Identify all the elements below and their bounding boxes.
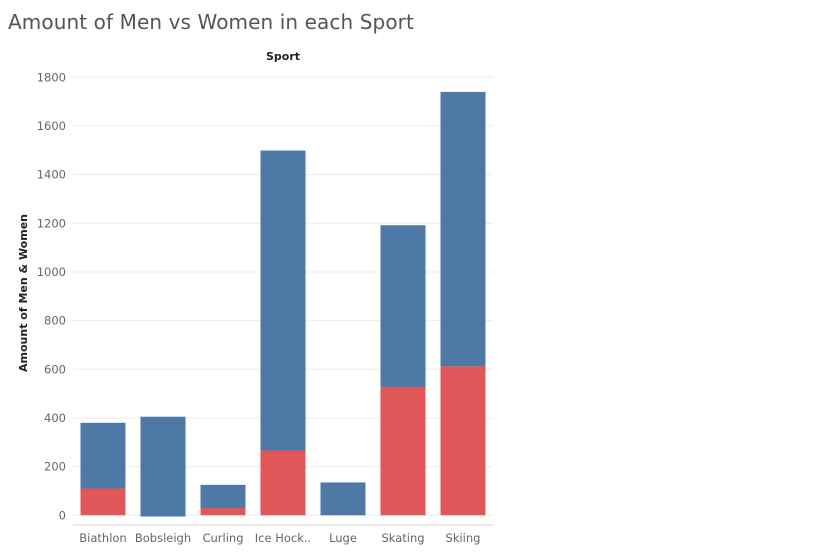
y-tick-label: 1800: [37, 70, 66, 84]
y-tick-label: 400: [44, 411, 66, 425]
bar-segment: [200, 507, 246, 516]
x-tick-label: Skating: [381, 531, 424, 545]
bar-segment: [380, 387, 426, 516]
y-tick-label: 1200: [37, 216, 66, 230]
bar-segment: [440, 91, 486, 367]
y-axis-ticks: 0 200 400 600 800 1000 1200 1400 1600 1800: [37, 70, 66, 522]
y-tick-label: 600: [44, 362, 66, 376]
bar-segment: [140, 416, 186, 517]
bar-segment: [260, 150, 306, 451]
x-tick-label: Skiing: [446, 531, 481, 545]
bar-segment: [80, 422, 126, 489]
y-tick-label: 200: [44, 460, 66, 474]
x-tick-label: Curling: [202, 531, 243, 545]
bar-segment: [380, 225, 426, 388]
x-tick-label: Luge: [329, 531, 357, 545]
y-tick-label: 1000: [37, 265, 66, 279]
x-tick-label: Bobsleigh: [135, 531, 191, 545]
bars: [80, 91, 486, 517]
bar-segment: [200, 484, 246, 508]
bar-segment: [260, 450, 306, 516]
bar-segment: [440, 366, 486, 516]
x-tick-label: Biathlon: [79, 531, 126, 545]
chart-title: Amount of Men vs Women in each Sport: [8, 10, 414, 34]
bar-segment: [80, 488, 126, 516]
bar-segment: [320, 482, 366, 516]
y-tick-label: 0: [59, 508, 66, 522]
x-axis-ticks: Biathlon Bobsleigh Curling Ice Hock.. Luge Sk…: [79, 531, 480, 545]
y-axis-title: Amount of Men & Women: [17, 214, 30, 372]
y-tick-label: 1600: [37, 119, 66, 133]
y-tick-label: 800: [44, 314, 66, 328]
x-tick-label: Ice Hock..: [255, 531, 311, 545]
column-header: Sport: [266, 50, 300, 63]
y-tick-label: 1400: [37, 168, 66, 182]
